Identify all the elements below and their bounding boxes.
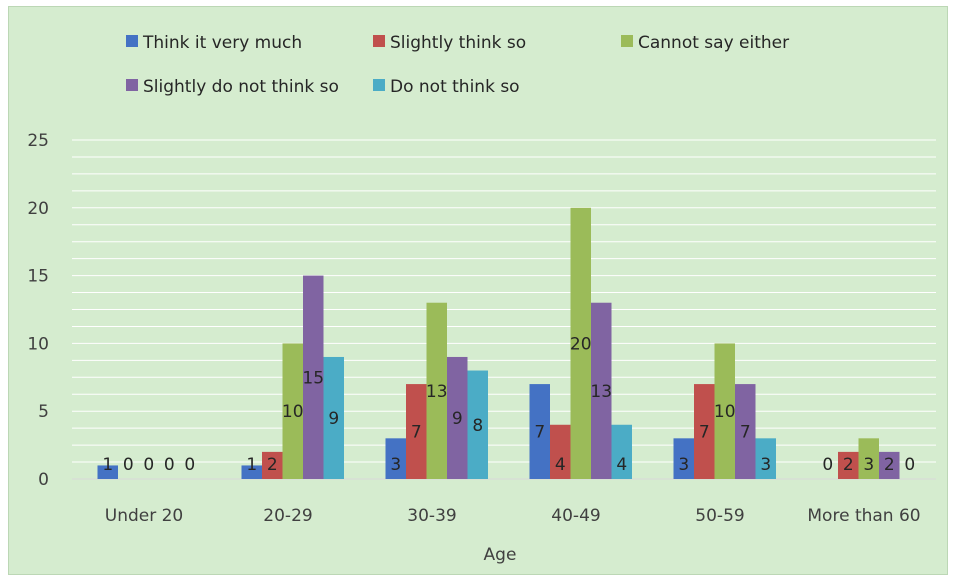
bar [262,451,283,479]
bar [426,302,447,479]
y-tick-label: 25 [27,131,49,151]
data-label: 3 [760,455,771,475]
legend-swatch [126,35,138,47]
bar [735,384,756,479]
bar [303,275,324,479]
bar [591,302,612,479]
legend-label: Do not think so [390,77,520,97]
data-label: 9 [452,409,463,429]
data-label: 2 [267,455,278,475]
y-tick-label: 15 [27,267,49,287]
data-label: 0 [164,455,175,475]
data-label: 2 [843,455,854,475]
bar [467,370,488,479]
x-axis-categories: Under 20 20-29 30-39 40-49 50-59 More than 60 [105,506,921,526]
bars [97,207,900,480]
legend-label: Cannot say either [638,33,789,53]
data-label: 3 [390,455,401,475]
gridlines [72,139,936,480]
bar [406,384,427,479]
legend-swatch [373,79,385,91]
bar [714,343,735,479]
y-axis-ticks: 0 5 10 15 20 25 [27,131,49,490]
data-label: 7 [699,423,710,443]
data-label: 13 [426,382,448,402]
bar [755,438,776,479]
data-label: 1 [102,455,113,475]
bar [385,438,406,479]
legend-label: Slightly think so [390,33,526,53]
bar [282,343,303,479]
bar [858,438,879,479]
bar [694,384,715,479]
legend-label: Think it very much [142,33,302,53]
chart-area: 0 5 10 15 20 25 1 0 0 0 0 1 2 10 15 9 3 7 13 9 8 7 4 20 13 4 3 7 10… [8,6,948,575]
category-label: 40-49 [551,506,600,526]
data-label: 2 [884,455,895,475]
data-label: 0 [184,455,195,475]
data-label: 13 [590,382,612,402]
data-label: 0 [822,455,833,475]
bar [529,384,550,479]
bar [838,451,859,479]
data-label: 4 [555,455,566,475]
data-label: 0 [904,455,915,475]
category-label: More than 60 [807,506,920,526]
category-label: 50-59 [695,506,744,526]
bar [879,451,900,479]
data-label: 3 [863,455,874,475]
y-tick-label: 20 [27,199,49,219]
data-label: 7 [534,423,545,443]
legend-swatch [373,35,385,47]
bar [323,356,344,479]
bar [673,438,694,479]
data-label: 1 [246,455,257,475]
x-axis-title: Age [484,545,517,565]
y-tick-label: 0 [38,470,49,490]
legend-label: Slightly do not think so [143,77,339,97]
data-label: 15 [302,368,324,388]
bar [570,207,591,480]
data-label: 7 [411,423,422,443]
legend-swatch [126,79,138,91]
legend-swatch [621,35,633,47]
data-label: 9 [328,409,339,429]
category-label: 30-39 [407,506,456,526]
data-label: 0 [143,455,154,475]
category-label: Under 20 [105,506,184,526]
bar [97,465,118,479]
bar [611,424,632,479]
data-label: 8 [472,416,483,436]
bar [241,465,262,479]
data-label: 20 [570,334,592,354]
bar [447,356,468,479]
y-tick-label: 10 [27,334,49,354]
data-label: 7 [740,423,751,443]
data-label: 10 [714,402,736,422]
data-label: 4 [616,455,627,475]
legend: Think it very much Slightly think so Canno… [126,33,789,97]
bar [550,424,571,479]
y-tick-label: 5 [38,402,49,422]
data-label: 3 [678,455,689,475]
data-label: 0 [123,455,134,475]
data-label: 10 [282,402,304,422]
category-label: 20-29 [263,506,312,526]
